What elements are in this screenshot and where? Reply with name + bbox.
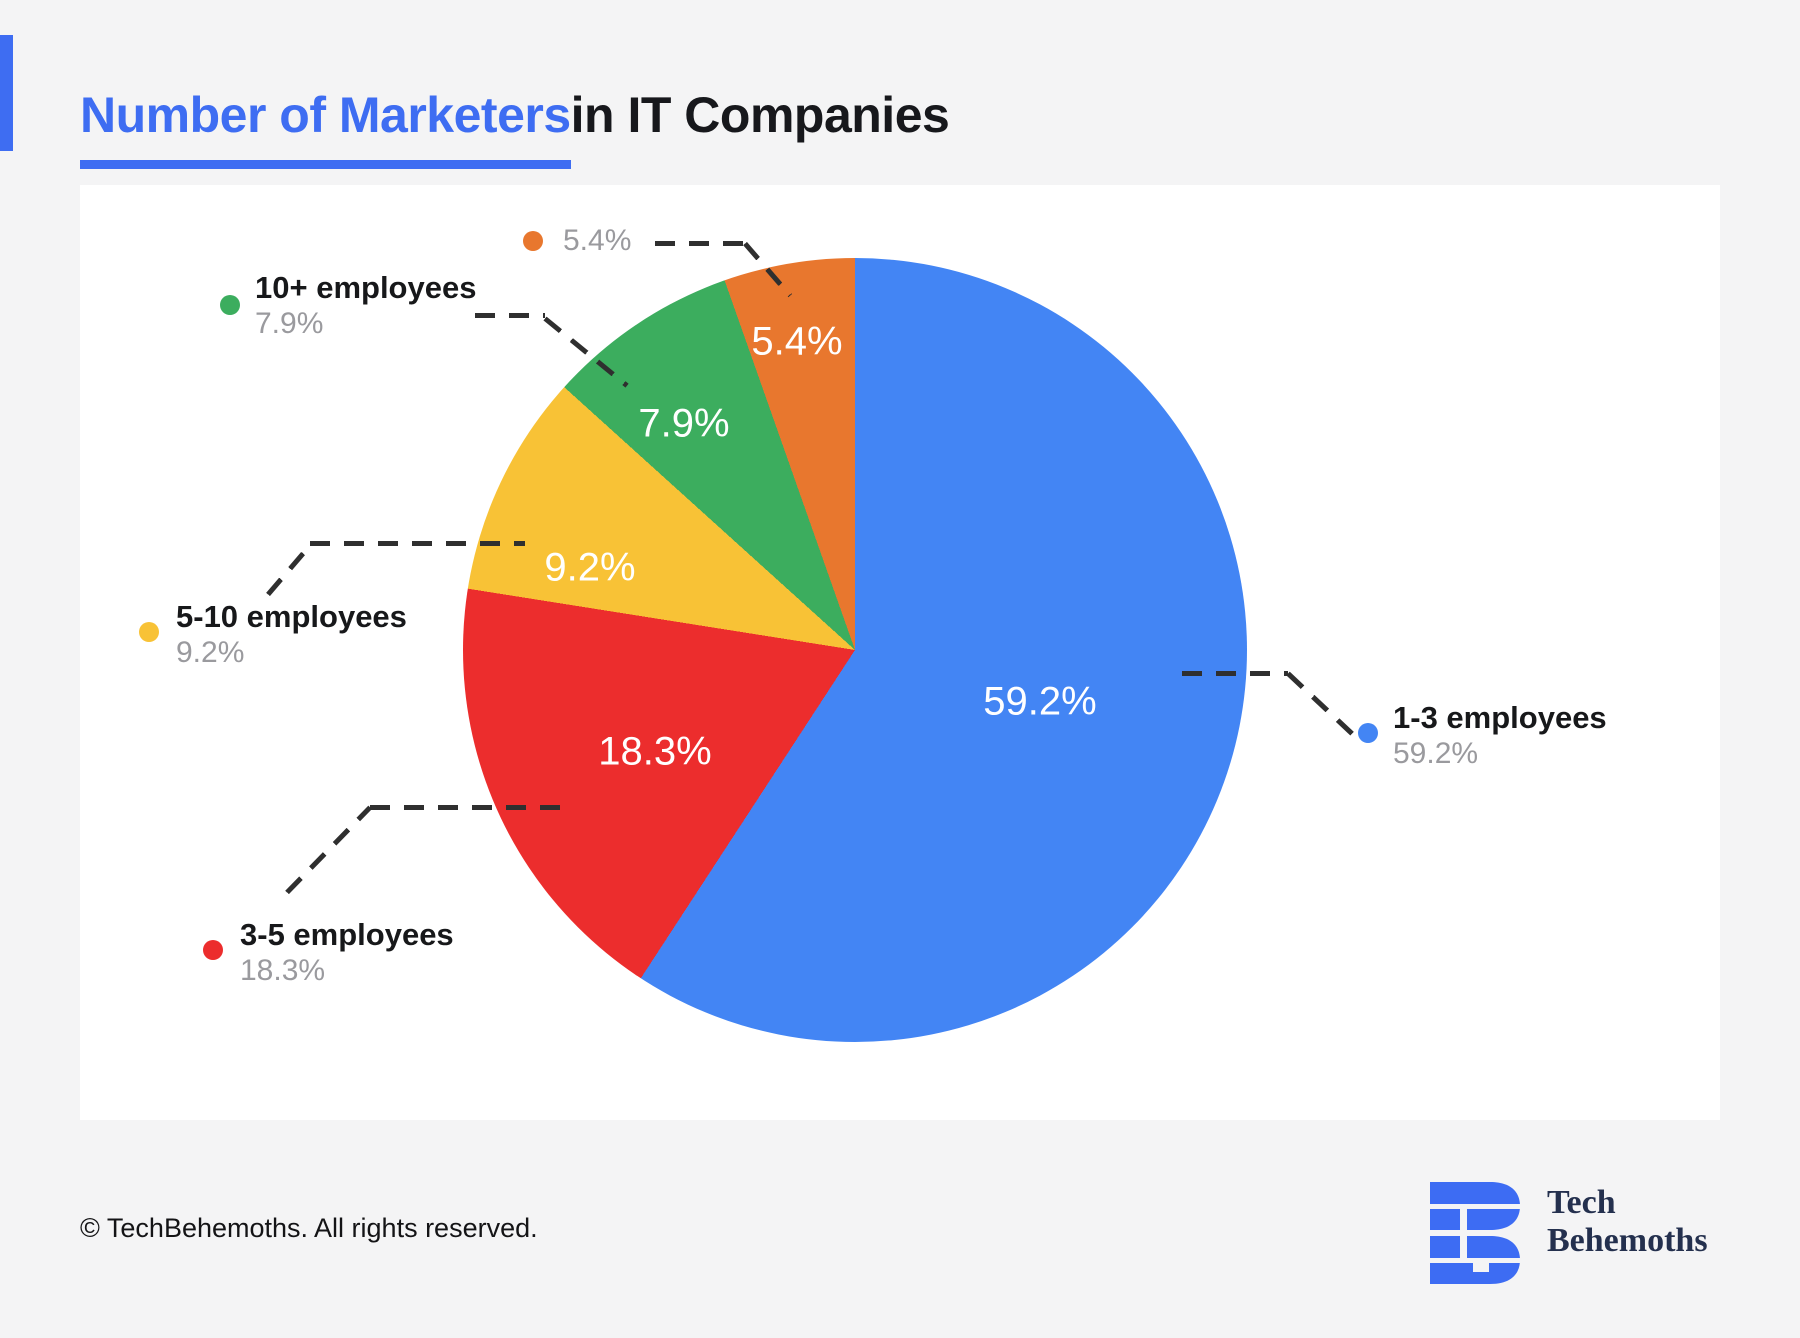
- slice-label-3-5: 18.3%: [598, 729, 712, 774]
- legend-dot-blue: [1358, 723, 1378, 743]
- legend-dot-red: [203, 940, 223, 960]
- callout-3-5-pct: 18.3%: [240, 954, 326, 987]
- callout-3-5: 3-5 employees 18.3%: [240, 917, 454, 989]
- pie-chart: [463, 258, 1247, 1042]
- connector-red-h: [370, 805, 565, 810]
- slice-label-10plus: 7.9%: [638, 401, 730, 446]
- accent-bar: [0, 35, 13, 151]
- slice-label-5-10: 9.2%: [544, 545, 636, 590]
- connector-blue-diag: [1286, 671, 1354, 736]
- page-title-highlight: Number of Marketers: [80, 86, 571, 169]
- callout-5-10-name: 5-10 employees: [176, 599, 407, 634]
- slice-label-1-3: 59.2%: [983, 679, 1097, 724]
- logo-text-line2: Behemoths: [1547, 1222, 1708, 1259]
- slice-label-orange: 5.4%: [751, 319, 843, 364]
- callout-orange: 5.4%: [563, 223, 631, 259]
- techbehemoths-logo: Tech Behemoths: [1430, 1182, 1708, 1284]
- legend-dot-orange: [523, 231, 543, 251]
- connector-blue-h: [1182, 671, 1288, 676]
- legend-dot-green: [220, 295, 240, 315]
- connector-red-diag: [285, 805, 372, 895]
- callout-1-3-pct: 59.2%: [1393, 737, 1479, 770]
- chart-card: 59.2% 18.3% 9.2% 7.9% 5.4% 5.4% 10+ empl…: [80, 185, 1720, 1120]
- connector-green-h: [475, 313, 545, 318]
- logo-text-line1: Tech: [1547, 1184, 1616, 1221]
- page-title: Number of Marketers in IT Companies: [80, 86, 950, 169]
- callout-10plus-name: 10+ employees: [255, 270, 477, 305]
- techbehemoths-logo-icon: [1430, 1182, 1520, 1284]
- callout-1-3-name: 1-3 employees: [1393, 700, 1607, 735]
- copyright-text: © TechBehemoths. All rights reserved.: [80, 1213, 538, 1243]
- callout-3-5-name: 3-5 employees: [240, 917, 454, 952]
- callout-orange-pct: 5.4%: [563, 224, 632, 257]
- callout-1-3: 1-3 employees 59.2%: [1393, 700, 1607, 772]
- callout-5-10: 5-10 employees 9.2%: [176, 599, 407, 671]
- logo-text: Tech Behemoths: [1547, 1184, 1708, 1260]
- callout-10plus: 10+ employees 7.9%: [255, 270, 476, 342]
- connector-yellow-diag: [266, 543, 313, 597]
- connector-yellow-h: [310, 541, 525, 546]
- legend-dot-yellow: [139, 622, 159, 642]
- connector-orange-h: [655, 241, 745, 246]
- callout-10plus-pct: 7.9%: [255, 307, 324, 340]
- page-title-rest: in IT Companies: [570, 86, 950, 143]
- callout-5-10-pct: 9.2%: [176, 636, 245, 669]
